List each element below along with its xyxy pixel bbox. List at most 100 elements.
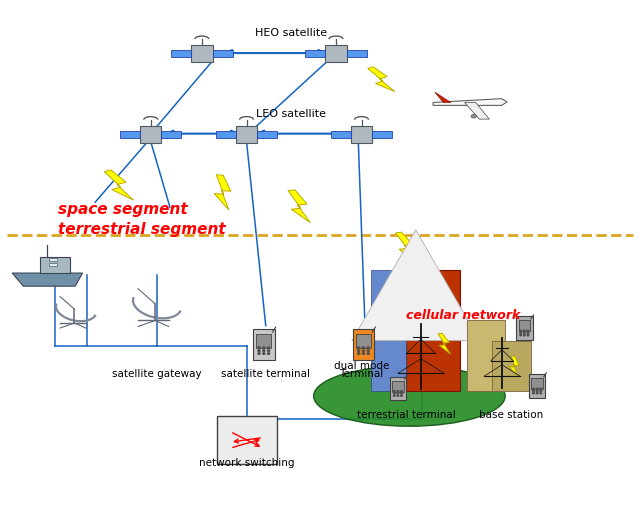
- Bar: [392, 381, 404, 392]
- Circle shape: [367, 350, 369, 351]
- Circle shape: [520, 330, 522, 331]
- Text: space segment: space segment: [58, 202, 188, 217]
- Text: terrestrial terminal: terrestrial terminal: [357, 410, 456, 420]
- Circle shape: [520, 335, 522, 336]
- Bar: [305, 50, 325, 57]
- Polygon shape: [435, 92, 451, 103]
- Bar: [256, 334, 271, 348]
- Circle shape: [367, 347, 369, 348]
- Polygon shape: [288, 190, 310, 223]
- Circle shape: [532, 392, 534, 394]
- Bar: [216, 130, 236, 138]
- Polygon shape: [40, 257, 70, 273]
- Bar: [347, 50, 367, 57]
- Circle shape: [367, 352, 369, 355]
- Circle shape: [401, 393, 403, 394]
- Circle shape: [258, 352, 260, 355]
- Bar: [331, 130, 351, 138]
- Bar: [531, 378, 543, 389]
- Bar: [253, 329, 275, 360]
- Bar: [325, 45, 347, 62]
- Polygon shape: [465, 103, 490, 119]
- Circle shape: [268, 347, 269, 348]
- Bar: [120, 130, 140, 138]
- Circle shape: [358, 350, 360, 351]
- Circle shape: [268, 352, 269, 355]
- Bar: [518, 320, 530, 331]
- Text: terrestrial segment: terrestrial segment: [58, 222, 226, 237]
- Polygon shape: [214, 175, 231, 210]
- Circle shape: [394, 390, 395, 392]
- Polygon shape: [433, 98, 507, 106]
- Circle shape: [394, 395, 395, 396]
- Text: base station: base station: [479, 410, 544, 420]
- Circle shape: [536, 388, 538, 389]
- Circle shape: [527, 330, 529, 331]
- Bar: [529, 374, 545, 398]
- Text: LEO satellite: LEO satellite: [256, 109, 326, 119]
- Bar: [236, 126, 257, 142]
- Circle shape: [397, 390, 399, 392]
- Circle shape: [527, 332, 529, 334]
- Circle shape: [258, 347, 260, 348]
- Polygon shape: [396, 232, 417, 261]
- Circle shape: [540, 392, 541, 394]
- Circle shape: [358, 347, 360, 348]
- Circle shape: [524, 332, 525, 334]
- Bar: [356, 334, 371, 348]
- Text: HEO satellite: HEO satellite: [255, 28, 327, 38]
- Circle shape: [362, 347, 365, 348]
- Circle shape: [262, 350, 265, 351]
- Ellipse shape: [471, 115, 477, 118]
- Circle shape: [397, 395, 399, 396]
- Bar: [372, 130, 392, 138]
- Circle shape: [536, 392, 538, 394]
- Bar: [49, 258, 56, 261]
- Bar: [492, 341, 531, 391]
- Circle shape: [362, 350, 365, 351]
- Circle shape: [258, 350, 260, 351]
- Circle shape: [397, 393, 399, 394]
- Text: network switching: network switching: [199, 458, 294, 468]
- Text: satellite gateway: satellite gateway: [113, 369, 202, 379]
- Circle shape: [540, 390, 541, 391]
- Circle shape: [520, 332, 522, 334]
- Circle shape: [527, 335, 529, 336]
- Polygon shape: [406, 270, 461, 391]
- Bar: [516, 316, 532, 340]
- Bar: [351, 126, 372, 142]
- Circle shape: [394, 393, 395, 394]
- Circle shape: [524, 330, 525, 331]
- Ellipse shape: [314, 366, 505, 426]
- Bar: [191, 45, 212, 62]
- Circle shape: [540, 388, 541, 389]
- Polygon shape: [509, 356, 519, 376]
- Polygon shape: [12, 273, 83, 286]
- Circle shape: [268, 350, 269, 351]
- Circle shape: [401, 395, 403, 396]
- Circle shape: [262, 352, 265, 355]
- Text: Terminal: Terminal: [339, 369, 383, 379]
- Bar: [172, 50, 191, 57]
- Circle shape: [536, 390, 538, 391]
- Circle shape: [532, 388, 534, 389]
- Bar: [467, 321, 505, 391]
- Circle shape: [401, 390, 403, 392]
- Bar: [140, 126, 161, 142]
- Bar: [353, 329, 374, 360]
- Circle shape: [262, 347, 265, 348]
- Text: cellular network: cellular network: [406, 309, 521, 322]
- Circle shape: [362, 352, 365, 355]
- Polygon shape: [371, 270, 406, 391]
- Bar: [257, 130, 277, 138]
- Circle shape: [524, 335, 525, 336]
- Bar: [216, 416, 276, 464]
- Polygon shape: [104, 170, 134, 200]
- Polygon shape: [368, 67, 395, 91]
- Polygon shape: [438, 333, 451, 354]
- Bar: [161, 130, 181, 138]
- Circle shape: [532, 390, 534, 391]
- Circle shape: [358, 352, 360, 355]
- Text: dual mode: dual mode: [334, 361, 389, 371]
- Bar: [390, 377, 406, 400]
